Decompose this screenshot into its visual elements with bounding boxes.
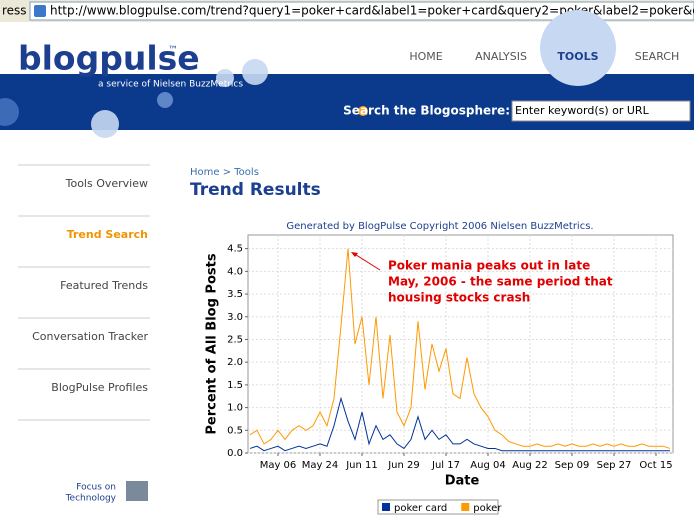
- y-tick-label: 4.0: [227, 266, 243, 277]
- y-tick-label: 3.0: [227, 312, 243, 323]
- search-icon: [358, 106, 368, 116]
- x-tick-label: Jun 29: [387, 460, 420, 471]
- tab-highlight: [540, 10, 616, 86]
- focus-text[interactable]: Technology: [65, 494, 117, 504]
- y-tick-label: 2.5: [227, 334, 243, 345]
- deco-circle: [91, 110, 119, 138]
- sidebar-link[interactable]: Conversation Tracker: [32, 330, 148, 343]
- chart-subtitle: Generated by BlogPulse Copyright 2006 Ni…: [286, 221, 593, 232]
- legend-items: poker card poker: [382, 503, 502, 514]
- y-tick-label: 2.0: [227, 357, 243, 368]
- annotation: May, 2006 - the same period that: [388, 275, 613, 289]
- nav-link[interactable]: ANALYSIS: [475, 50, 527, 63]
- annotation-arrow: [352, 252, 381, 271]
- nav-link[interactable]: HOME: [409, 50, 442, 63]
- breadcrumb[interactable]: Home > Tools: [190, 167, 259, 178]
- search-label: Search the Blogosphere:: [343, 104, 510, 118]
- focus-icon: [126, 481, 148, 501]
- annotation: housing stocks crash: [388, 291, 530, 305]
- x-tick-label: Aug 22: [512, 460, 547, 471]
- deco-circle: [157, 92, 173, 108]
- series-line: [249, 248, 671, 449]
- x-tick-label: Aug 04: [470, 460, 505, 471]
- y-tick-label: 1.5: [227, 380, 243, 391]
- y-tick-label: 0.0: [227, 448, 243, 459]
- nav-link[interactable]: TOOLS: [557, 50, 598, 63]
- deco-circle: [0, 98, 19, 126]
- logo-tm: ™: [168, 45, 178, 56]
- y-tick-label: 4.5: [227, 244, 243, 255]
- y-axis-label: Percent of All Blog Posts: [205, 253, 220, 434]
- x-tick-label: Jul 17: [431, 460, 460, 471]
- x-tick-label: Sep 09: [555, 460, 590, 471]
- series-line: [249, 396, 670, 452]
- legend-label: poker: [473, 503, 502, 514]
- search-placeholder: Enter keyword(s) or URL: [515, 104, 650, 117]
- deco-circle: [242, 59, 268, 85]
- tagline: a service of Nielsen BuzzMetrics: [98, 80, 243, 90]
- legend-swatch: [461, 503, 470, 511]
- x-tick-label: May 06: [260, 460, 297, 471]
- url-field[interactable]: [29, 1, 694, 21]
- sidebar-link[interactable]: Featured Trends: [60, 279, 148, 292]
- sidebar-link[interactable]: Trend Search: [67, 228, 148, 241]
- y-tick-label: 1.0: [227, 403, 243, 414]
- x-tick-label: Oct 15: [639, 460, 672, 471]
- x-axis-label: Date: [445, 474, 480, 489]
- y-tick-label: 3.5: [227, 289, 243, 300]
- deco-circle: [216, 69, 234, 87]
- legend-swatch: [382, 503, 390, 511]
- nav-link[interactable]: SEARCH: [635, 50, 680, 63]
- legend-label: poker card: [394, 503, 447, 514]
- page-title: Trend Results: [190, 180, 321, 200]
- page-icon: [34, 5, 46, 17]
- x-tick-label: May 24: [302, 460, 339, 471]
- annotation-arrowhead: [351, 252, 358, 257]
- search-input[interactable]: [511, 100, 691, 122]
- x-tick-label: Jun 11: [345, 460, 378, 471]
- address-label: ress: [2, 4, 27, 18]
- sidebar-link[interactable]: BlogPulse Profiles: [51, 381, 148, 394]
- focus-text[interactable]: Focus on: [76, 483, 116, 493]
- sidebar-link[interactable]: Tools Overview: [65, 177, 148, 190]
- sidebar: Tools Overview Trend Search Featured Trend…: [18, 164, 150, 421]
- annotation: Poker mania peaks out in late: [388, 259, 590, 273]
- logo[interactable]: blogpulse: [18, 39, 200, 78]
- url-text: http://www.blogpulse.com/trend?query1=po…: [50, 4, 694, 18]
- chart: 0.0 0.5 1.0 1.5 2.0 2.5 3.0 3.5 4.0 4.5 May 06 May …: [227, 235, 673, 471]
- y-tick-label: 0.5: [227, 425, 243, 436]
- x-tick-label: Sep 27: [597, 460, 632, 471]
